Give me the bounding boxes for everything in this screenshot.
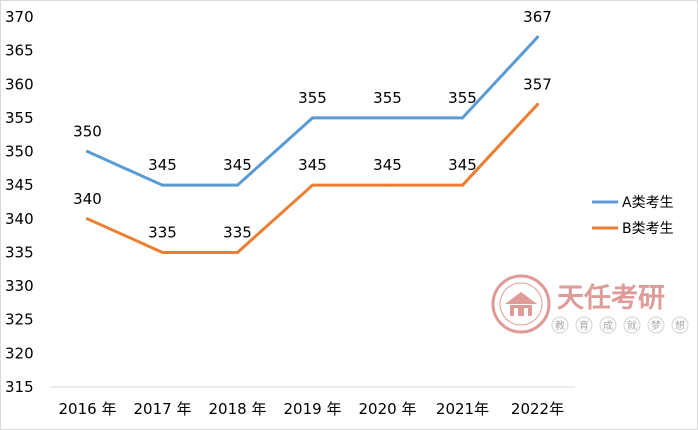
watermark-subtitle: 教育成就梦想 (551, 316, 689, 334)
watermark-subtitle-ring (671, 316, 689, 334)
data-label: 345 (148, 156, 177, 174)
legend: A类考生 B类考生 (592, 195, 674, 237)
data-label: 345 (448, 156, 477, 174)
data-labels: 350 345 345 355 355 355 367 340 335 335 345 345 345 3… (73, 8, 552, 241)
data-point (386, 116, 389, 120)
data-point (236, 183, 239, 187)
watermark-subtitle-char: 成 (603, 320, 613, 332)
data-point (161, 183, 164, 187)
x-tick-label: 2021年 (436, 400, 489, 418)
y-tick-label: 345 (5, 176, 34, 194)
y-tick-label: 355 (5, 109, 34, 127)
watermark-subtitle-char: 梦 (651, 320, 661, 332)
watermark-subtitle-ring (623, 316, 641, 334)
data-point (386, 183, 389, 187)
data-point (311, 116, 314, 120)
y-tick-label: 325 (5, 311, 34, 329)
data-label: 345 (298, 156, 327, 174)
data-point (311, 183, 314, 187)
data-label: 340 (73, 190, 102, 208)
data-label: 350 (73, 123, 102, 141)
y-tick-label: 350 (5, 143, 34, 161)
x-tick-label: 2018 年 (209, 400, 267, 418)
watermark-subtitle-ring (647, 316, 665, 334)
data-point (461, 116, 464, 120)
x-tick-label: 2017 年 (134, 400, 192, 418)
watermark-subtitle-ring (551, 316, 569, 334)
data-label: 367 (523, 8, 552, 26)
legend-label-a: A类考生 (622, 195, 674, 211)
data-label: 357 (523, 75, 552, 93)
watermark-subtitle-char: 教 (555, 319, 565, 332)
x-tick-label: 2016 年 (59, 400, 117, 418)
y-tick-label: 330 (5, 277, 34, 295)
x-tick-label: 2020 年 (359, 400, 417, 418)
watermark-title: 天任考研 (557, 283, 665, 314)
data-label: 355 (373, 89, 402, 107)
y-tick-label: 370 (5, 8, 34, 26)
x-axis-ticks: 2016 年 2017 年 2018 年 2019 年 2020 年 2021年 2022年 (59, 400, 565, 418)
y-tick-label: 320 (5, 344, 34, 362)
watermark-subtitle-char: 就 (627, 319, 637, 332)
data-point (236, 250, 239, 254)
series-lines (86, 35, 539, 254)
watermark-subtitle-ring (599, 316, 617, 334)
data-label: 355 (448, 89, 477, 107)
data-point (461, 183, 464, 187)
watermark-subtitle-char: 想 (675, 319, 685, 332)
data-label: 335 (223, 223, 252, 241)
watermark: 天任考研 教 育 成 就 梦 想 (491, 274, 689, 334)
y-axis-ticks: 315 320 325 330 335 340 345 350 355 360 365 370 (5, 8, 34, 396)
data-label: 345 (373, 156, 402, 174)
watermark-subtitle-ring (575, 316, 593, 334)
data-point (536, 35, 539, 39)
watermark-seal-icon (491, 274, 551, 334)
y-tick-label: 335 (5, 243, 34, 261)
y-tick-label: 360 (5, 75, 34, 93)
data-label: 345 (223, 156, 252, 174)
data-point (536, 102, 539, 106)
y-tick-label: 315 (5, 378, 34, 396)
x-tick-label: 2019 年 (284, 400, 342, 418)
data-point (161, 250, 164, 254)
y-tick-label: 365 (5, 42, 34, 60)
watermark-subtitle-char: 育 (579, 319, 589, 332)
data-label: 335 (148, 223, 177, 241)
legend-label-b: B类考生 (622, 221, 674, 237)
data-point (86, 217, 89, 221)
data-point (86, 150, 89, 154)
y-tick-label: 340 (5, 210, 34, 228)
x-tick-label: 2022年 (511, 400, 564, 418)
data-label: 355 (298, 89, 327, 107)
